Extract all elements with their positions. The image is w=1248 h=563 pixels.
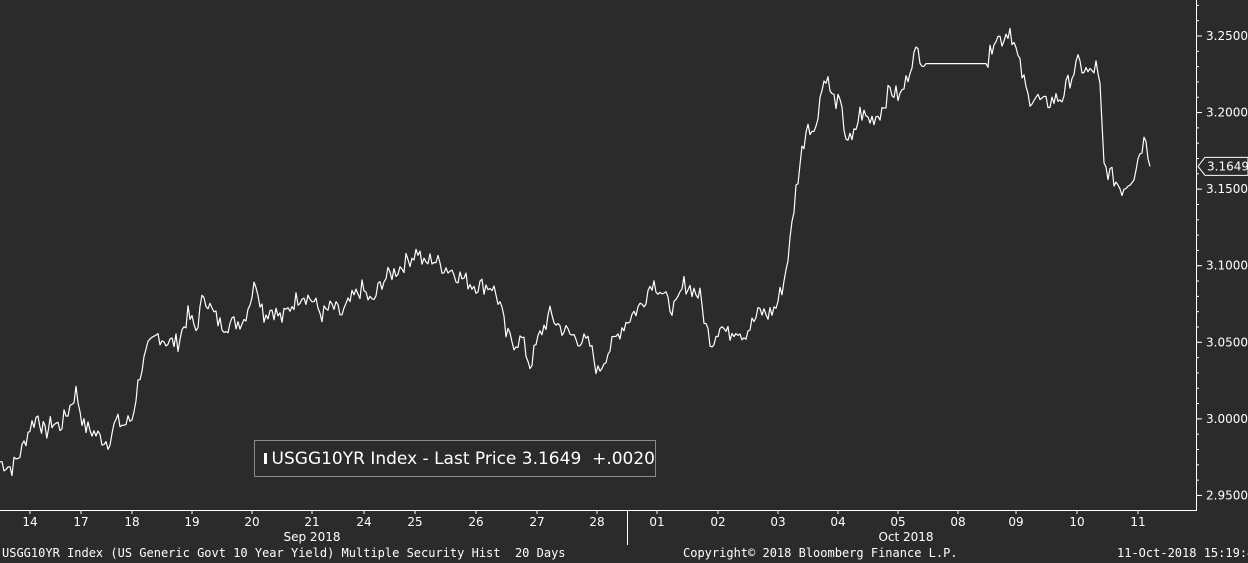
y-axis: 3.2500 3.2000 3.1500 3.1000 3.0500 3.0000 2.95… — [1196, 0, 1248, 510]
x-tick-label: 01 — [649, 515, 664, 529]
y-tick-label: 2.9500 — [1206, 488, 1248, 502]
x-tick-label: 25 — [407, 515, 422, 529]
last-price-label: 3.1649 — [1207, 159, 1248, 173]
x-tick-label: 18 — [124, 515, 139, 529]
x-month-label: Sep 2018 — [284, 530, 341, 544]
y-tick-label: 3.1500 — [1206, 182, 1248, 196]
y-tick-label: 3.0500 — [1206, 335, 1248, 349]
y-tick-label: 3.2000 — [1206, 106, 1248, 120]
footer-security-info: USGG10YR Index (US Generic Govt 10 Year … — [2, 546, 566, 560]
last-price-marker — [1197, 156, 1248, 176]
series-line-usgg10yr — [0, 27, 1151, 477]
legend-label: USGG10YR Index - Last Price 3.1649 — [271, 448, 582, 469]
x-tick-label: 10 — [1069, 515, 1084, 529]
x-tick-label: 19 — [184, 515, 199, 529]
legend-change — [581, 449, 592, 469]
x-tick-label: 21 — [304, 515, 319, 529]
legend: USGG10YR Index - Last Price 3.1649 +.002… — [254, 440, 656, 477]
footer-copyright: Copyright© 2018 Bloomberg Finance L.P. — [683, 546, 958, 560]
legend-swatch — [264, 453, 267, 464]
x-tick-label: 26 — [468, 515, 483, 529]
legend-change-value: +.0020 — [592, 448, 655, 469]
x-tick-label: 20 — [244, 515, 259, 529]
footer: USGG10YR Index (US Generic Govt 10 Year … — [0, 545, 1248, 563]
x-tick-label: 09 — [1008, 515, 1023, 529]
x-tick-label: 03 — [770, 515, 785, 529]
price-chart: 3.2500 3.2000 3.1500 3.1000 3.0500 3.0000 2.95… — [0, 0, 1248, 545]
y-tick-label: 3.1000 — [1206, 259, 1248, 273]
x-tick-label: 28 — [589, 515, 604, 529]
x-tick-label: 02 — [710, 515, 725, 529]
x-tick-label: 17 — [73, 515, 88, 529]
footer-timestamp: 11-Oct-2018 15:19:45 — [1117, 546, 1248, 560]
plot-area — [0, 27, 1151, 477]
y-tick-label: 3.2500 — [1206, 29, 1248, 43]
x-month-label: Oct 2018 — [878, 530, 933, 544]
x-axis: 14 17 18 19 20 21 24 25 26 27 28 01 02 03 04 05 08 09 10 11… — [0, 510, 1197, 545]
x-tick-label: 24 — [356, 515, 371, 529]
x-tick-label: 04 — [830, 515, 845, 529]
x-tick-label: 11 — [1130, 515, 1145, 529]
x-tick-label: 27 — [529, 515, 544, 529]
x-tick-label: 05 — [890, 515, 905, 529]
x-tick-label: 08 — [950, 515, 965, 529]
y-tick-label: 3.0000 — [1206, 412, 1248, 426]
x-tick-label: 14 — [22, 515, 37, 529]
